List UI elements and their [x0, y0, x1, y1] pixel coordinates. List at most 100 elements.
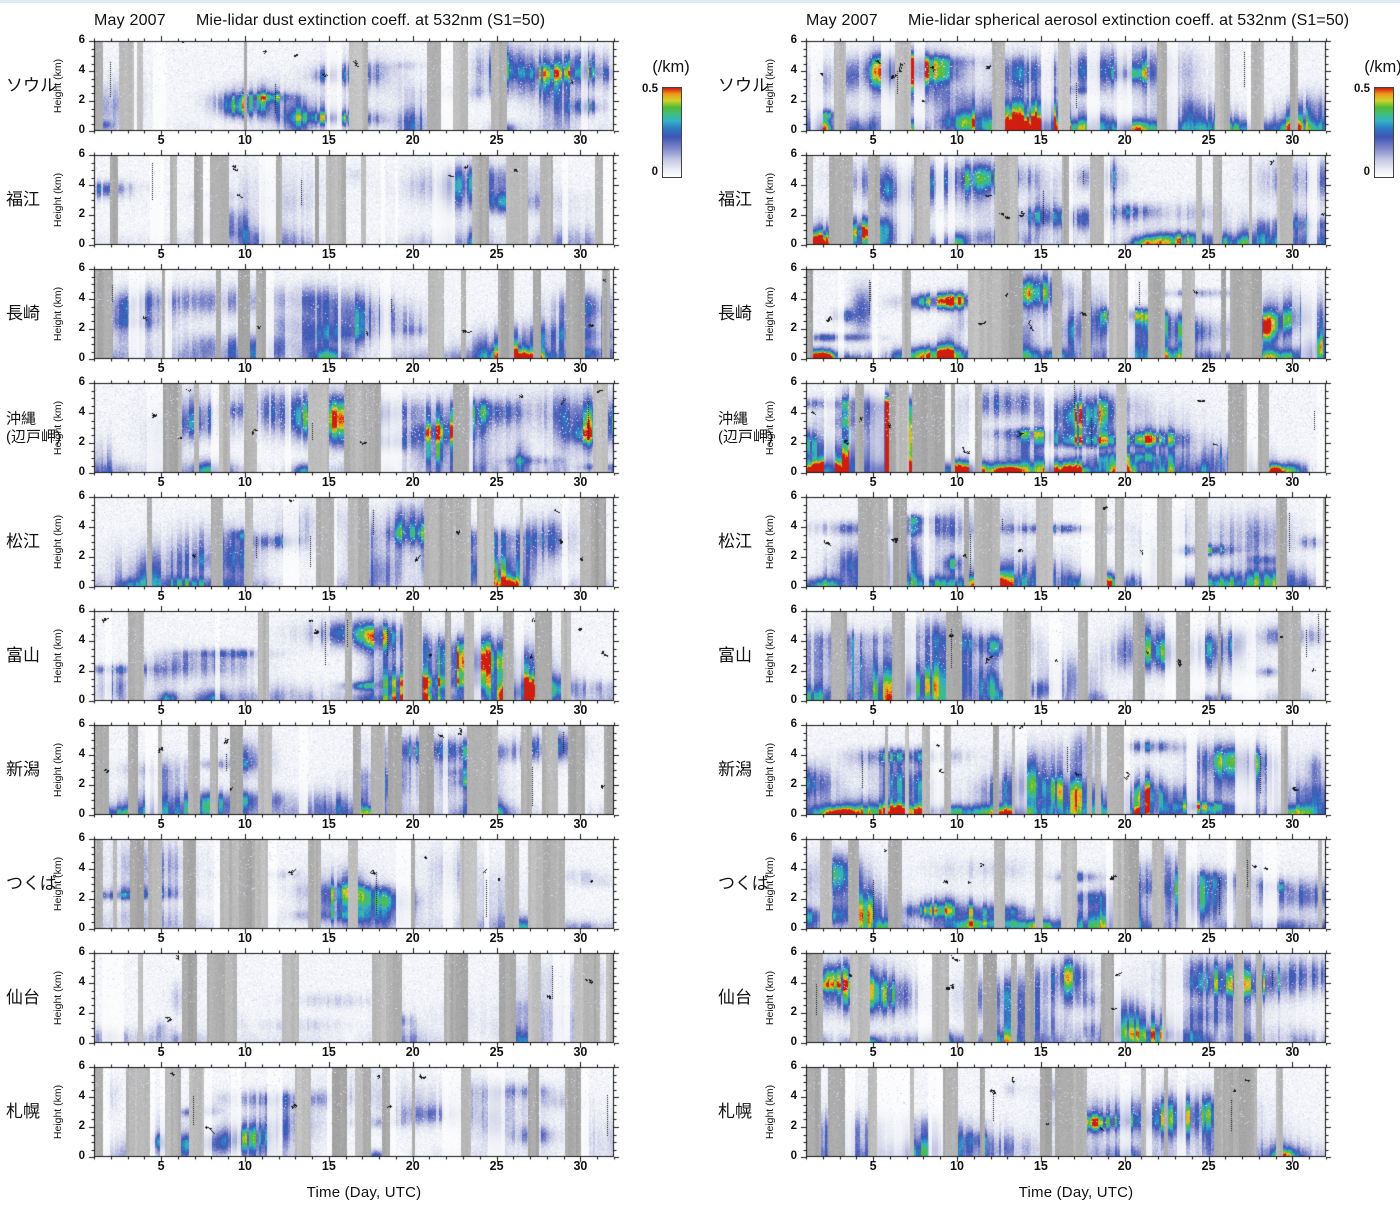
x-tick-label: 25 [1201, 247, 1216, 261]
x-tick-label: 5 [869, 1159, 877, 1173]
station-label: 仙台 [718, 987, 752, 1007]
y-axis-title: Height (km) [764, 1084, 776, 1140]
y-axis-title: Height (km) [52, 400, 64, 456]
x-tick-label: 30 [573, 247, 588, 261]
x-tick-label: 25 [489, 589, 504, 603]
heatmap-canvas [88, 1061, 620, 1165]
dust-chart-column: May 2007 Mie-lidar dust extinction coeff… [0, 3, 700, 1203]
y-axis-title: Height (km) [764, 400, 776, 456]
x-tick-label: 30 [1285, 589, 1300, 603]
x-tick-label: 10 [950, 475, 964, 489]
x-tick-label: 15 [321, 361, 336, 375]
x-tick-label: 5 [869, 703, 877, 717]
x-tick-label: 20 [1117, 247, 1132, 261]
station-panel: 仙台 Height (km) 6 4 2 0 5 10 15 20 25 30 [0, 946, 700, 1067]
x-tick-label: 5 [157, 247, 165, 261]
y-tick-label: 4 [78, 406, 85, 418]
y-tick-label: 4 [790, 406, 797, 418]
spherical-chart-header: May 2007 Mie-lidar spherical aerosol ext… [712, 12, 1400, 38]
x-tick-label: 25 [1201, 589, 1216, 603]
y-tick-label: 0 [78, 580, 85, 592]
dust-panel-rows: ソウル Height (km) 6 4 2 0 5 10 15 20 25 30 福江 Height (k… [0, 34, 700, 1181]
x-tick-label: 30 [573, 589, 588, 603]
y-tick-label: 6 [78, 376, 85, 388]
y-tick-label: 0 [790, 580, 797, 592]
y-tick-label: 6 [78, 262, 85, 274]
y-tick-label: 6 [790, 946, 797, 958]
station-panel: 長崎 Height (km) 6 4 2 0 5 10 15 20 25 30 [0, 262, 700, 383]
x-axis-title-spherical: Time (Day, UTC) [1018, 1184, 1134, 1201]
x-tick-label: 20 [405, 1159, 420, 1173]
colorbar-dust: (/km) 0.5 0 [622, 3, 700, 193]
heatmap-canvas [88, 947, 620, 1051]
x-tick-label: 30 [573, 361, 588, 375]
x-tick-label: 15 [1033, 703, 1048, 717]
station-panel: 札幌 Height (km) 6 4 2 0 5 10 15 20 25 30 [0, 1060, 700, 1181]
y-axis-title: Height (km) [52, 628, 64, 684]
x-tick-label: 25 [1201, 475, 1216, 489]
y-tick-label: 2 [78, 1006, 85, 1018]
x-tick-label: 25 [1201, 817, 1216, 831]
y-tick-label: 0 [790, 352, 797, 364]
station-label: 松江 [6, 531, 40, 551]
station-panel: 富山 Height (km) 6 4 2 0 5 10 15 20 25 30 [712, 604, 1400, 725]
y-axis-title: Height (km) [52, 172, 64, 228]
x-tick-label: 10 [238, 1045, 252, 1059]
y-tick-label: 4 [790, 520, 797, 532]
x-tick-label: 25 [489, 361, 504, 375]
y-axis-title: Height (km) [52, 58, 64, 114]
station-label: つくば [6, 873, 57, 893]
station-panel: 福江 Height (km) 6 4 2 0 5 10 15 20 25 30 [0, 148, 700, 269]
x-tick-label: 30 [573, 817, 588, 831]
x-tick-label: 30 [1285, 247, 1300, 261]
x-tick-label: 10 [238, 133, 252, 147]
x-tick-label: 5 [157, 361, 165, 375]
month-label: May 2007 [806, 12, 878, 29]
x-tick-label: 25 [1201, 1045, 1216, 1059]
y-tick-label: 0 [790, 808, 797, 820]
heatmap-canvas [88, 149, 620, 253]
station-panel: つくば Height (km) 6 4 2 0 5 10 15 20 25 30 [712, 832, 1400, 953]
y-tick-label: 0 [78, 466, 85, 478]
colorbar-max-label: 0.5 [1354, 83, 1370, 95]
station-label: 富山 [6, 645, 40, 665]
station-panel: 新潟 Height (km) 6 4 2 0 5 10 15 20 25 30 [712, 718, 1400, 839]
x-tick-label: 10 [950, 931, 964, 945]
y-tick-label: 0 [78, 1150, 85, 1162]
y-axis-title: Height (km) [764, 970, 776, 1026]
y-tick-label: 4 [790, 1090, 797, 1102]
y-tick-label: 2 [790, 436, 797, 448]
x-tick-label: 30 [573, 133, 588, 147]
x-tick-label: 15 [1033, 931, 1048, 945]
x-tick-label: 15 [1033, 1159, 1048, 1173]
station-panel: つくば Height (km) 6 4 2 0 5 10 15 20 25 30 [0, 832, 700, 953]
x-tick-label: 15 [321, 1045, 336, 1059]
y-tick-label: 4 [78, 292, 85, 304]
y-tick-label: 2 [78, 892, 85, 904]
heatmap-canvas [800, 947, 1332, 1051]
x-tick-label: 30 [573, 1045, 588, 1059]
x-tick-label: 25 [489, 475, 504, 489]
y-tick-label: 4 [78, 748, 85, 760]
y-tick-label: 0 [790, 238, 797, 250]
heatmap-canvas [800, 833, 1332, 937]
heatmap-canvas [88, 263, 620, 367]
colorbar-min-label: 0 [1363, 166, 1370, 178]
y-tick-label: 4 [78, 862, 85, 874]
heatmap-canvas [800, 377, 1332, 481]
x-tick-label: 10 [950, 1045, 964, 1059]
x-tick-label: 5 [157, 1159, 165, 1173]
x-tick-label: 5 [157, 133, 165, 147]
y-tick-label: 6 [790, 148, 797, 160]
x-tick-label: 30 [573, 1159, 588, 1173]
month-label: May 2007 [94, 12, 166, 29]
x-tick-label: 15 [321, 247, 336, 261]
x-axis-title-dust: Time (Day, UTC) [306, 1184, 422, 1201]
heatmap-canvas [88, 833, 620, 937]
chart-title-dust: Mie-lidar dust extinction coeff. at 532n… [196, 12, 546, 29]
y-tick-label: 4 [790, 64, 797, 76]
x-tick-label: 20 [405, 475, 420, 489]
x-tick-label: 5 [157, 589, 165, 603]
heatmap-canvas [800, 491, 1332, 595]
